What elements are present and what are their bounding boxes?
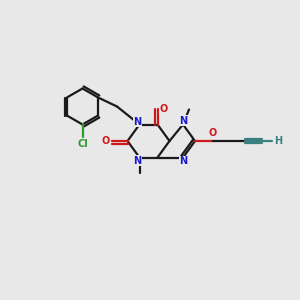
Text: O: O [159,104,168,114]
Text: Cl: Cl [77,139,88,149]
Text: N: N [179,116,188,126]
Text: O: O [101,136,110,146]
Text: N: N [133,116,141,127]
Text: O: O [209,128,217,138]
Text: N: N [133,155,141,166]
Text: H: H [274,136,282,146]
Text: N: N [179,156,188,166]
